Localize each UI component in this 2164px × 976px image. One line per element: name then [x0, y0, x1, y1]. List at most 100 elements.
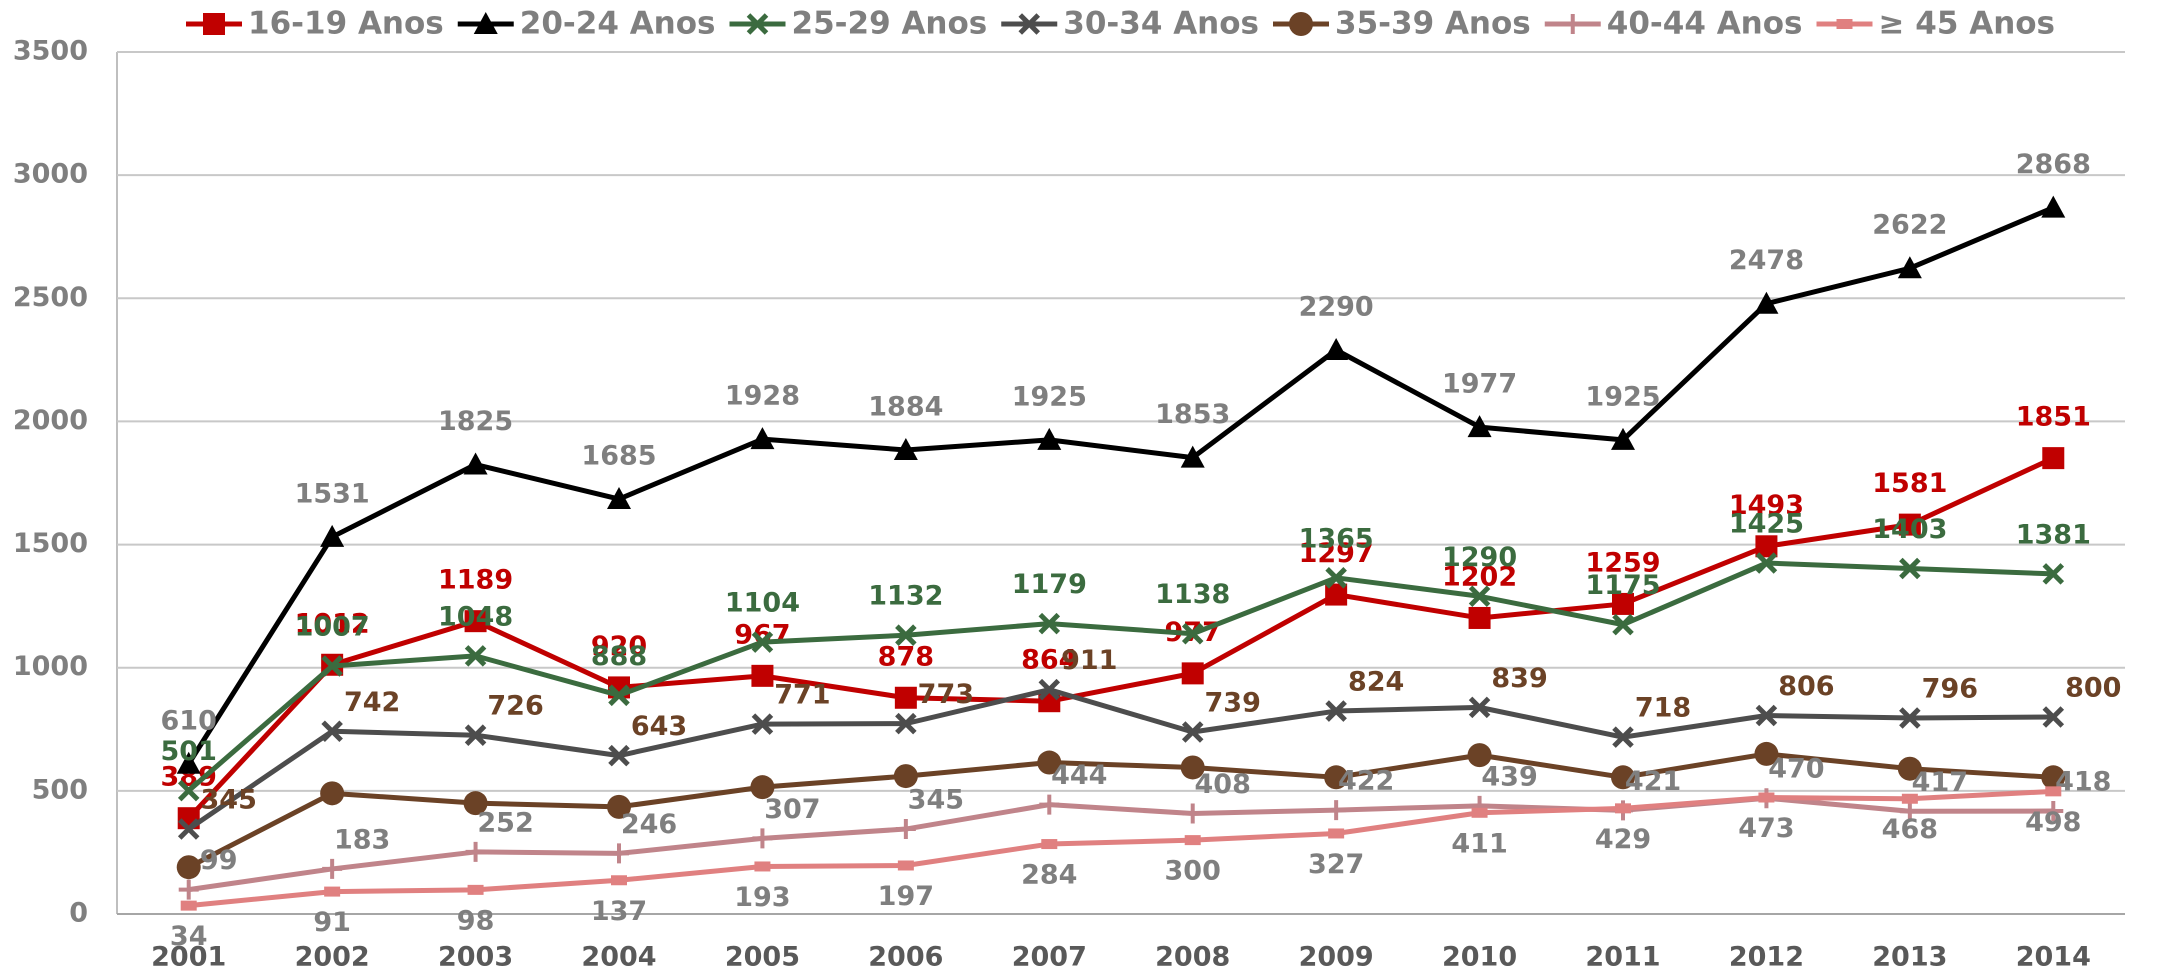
data-label: 444 [1051, 760, 1107, 791]
data-label: 1290 [1442, 542, 1517, 573]
data-label: 2622 [1872, 210, 1947, 241]
data-label: 1425 [1729, 509, 1804, 540]
legend-label: ≥ 45 Anos [1879, 6, 2056, 42]
data-label: 470 [1768, 754, 1824, 785]
data-label: 98 [457, 905, 495, 936]
y-tick-label: 2000 [13, 405, 88, 436]
data-label: 421 [1625, 766, 1681, 797]
marker [754, 861, 770, 871]
data-label: 911 [1061, 645, 1117, 676]
data-label: 1581 [1872, 468, 1947, 499]
marker [896, 819, 916, 839]
x-tick-label: 2003 [438, 942, 513, 973]
x-tick-label: 2007 [1012, 942, 1087, 973]
data-label: 193 [734, 882, 790, 913]
marker [1758, 793, 1774, 803]
y-tick-label: 3500 [13, 36, 88, 67]
marker [895, 687, 917, 709]
data-label: 1925 [1012, 381, 1087, 412]
data-label: 1365 [1299, 523, 1374, 554]
data-label: 1825 [438, 406, 513, 437]
data-label: 1007 [295, 611, 370, 642]
data-label: 888 [591, 641, 647, 672]
data-label: 246 [621, 809, 677, 840]
marker [1837, 19, 1853, 29]
data-label: 2868 [2016, 149, 2091, 180]
marker [1289, 12, 1313, 36]
marker [1472, 808, 1488, 818]
data-label: 839 [1491, 663, 1547, 694]
data-label: 345 [908, 785, 964, 816]
data-label: 2290 [1299, 292, 1374, 323]
series: 9918325224630734544440842243942147041741… [179, 754, 2112, 900]
data-label: 439 [1481, 761, 1537, 792]
data-label: 1175 [1585, 570, 1660, 601]
data-label: 771 [774, 680, 830, 711]
marker [1183, 804, 1203, 824]
data-label: 1403 [1872, 514, 1947, 545]
data-label: 408 [1195, 769, 1251, 800]
data-label: 417 [1912, 767, 1968, 798]
data-label: 501 [161, 736, 217, 767]
data-label: 1179 [1012, 569, 1087, 600]
data-label: 307 [764, 794, 820, 825]
data-label: 91 [313, 907, 351, 938]
data-label: 99 [200, 845, 238, 876]
data-label: 1048 [438, 601, 513, 632]
data-label: 796 [1922, 673, 1978, 704]
data-label: 1884 [868, 391, 943, 422]
marker [324, 887, 340, 897]
data-label: 967 [734, 619, 790, 650]
data-label: 1381 [2016, 519, 2091, 550]
marker [2042, 447, 2064, 469]
data-label: 718 [1635, 693, 1691, 724]
data-label: 1189 [438, 565, 513, 596]
data-label: 284 [1021, 860, 1077, 891]
y-tick-label: 1000 [13, 651, 88, 682]
x-tick-label: 2005 [725, 942, 800, 973]
data-label: 1928 [725, 381, 800, 412]
legend-label: 25-29 Anos [792, 6, 988, 42]
marker [320, 781, 344, 805]
marker [1469, 607, 1491, 629]
data-label: 742 [344, 687, 400, 718]
data-label: 610 [161, 705, 217, 736]
line [189, 208, 2054, 764]
data-label: 1977 [1442, 369, 1517, 400]
data-label: 1132 [868, 581, 943, 612]
marker [203, 13, 225, 35]
marker [751, 665, 773, 687]
data-label: 137 [591, 896, 647, 927]
marker [320, 525, 344, 547]
marker [181, 901, 197, 911]
marker [1041, 839, 1057, 849]
marker [898, 860, 914, 870]
y-tick-label: 1500 [13, 528, 88, 559]
data-label: 418 [2055, 767, 2111, 798]
data-label: 422 [1338, 766, 1394, 797]
marker [1185, 835, 1201, 845]
legend-label: 40-44 Anos [1607, 6, 1803, 42]
chart: 0500100015002000250030003500200120022003… [0, 0, 2164, 976]
data-label: 739 [1205, 687, 1261, 718]
y-tick-label: 500 [32, 774, 88, 805]
marker [177, 855, 201, 879]
y-tick-label: 0 [69, 898, 88, 929]
data-label: 1685 [581, 441, 656, 472]
marker [1563, 14, 1583, 34]
x-tick-label: 2006 [868, 942, 943, 973]
legend-label: 30-34 Anos [1063, 6, 1259, 42]
marker [1328, 828, 1344, 838]
data-label: 498 [2025, 807, 2081, 838]
marker [609, 843, 629, 863]
marker [1182, 662, 1204, 684]
data-label: 1104 [725, 588, 800, 619]
x-tick-label: 2004 [581, 942, 656, 973]
marker [179, 880, 199, 900]
data-label: 2478 [1729, 245, 1804, 276]
marker [468, 885, 484, 895]
x-tick-label: 2012 [1729, 942, 1804, 973]
x-tick-label: 2010 [1442, 942, 1517, 973]
legend-label: 16-19 Anos [248, 6, 444, 42]
data-label: 411 [1451, 828, 1507, 859]
